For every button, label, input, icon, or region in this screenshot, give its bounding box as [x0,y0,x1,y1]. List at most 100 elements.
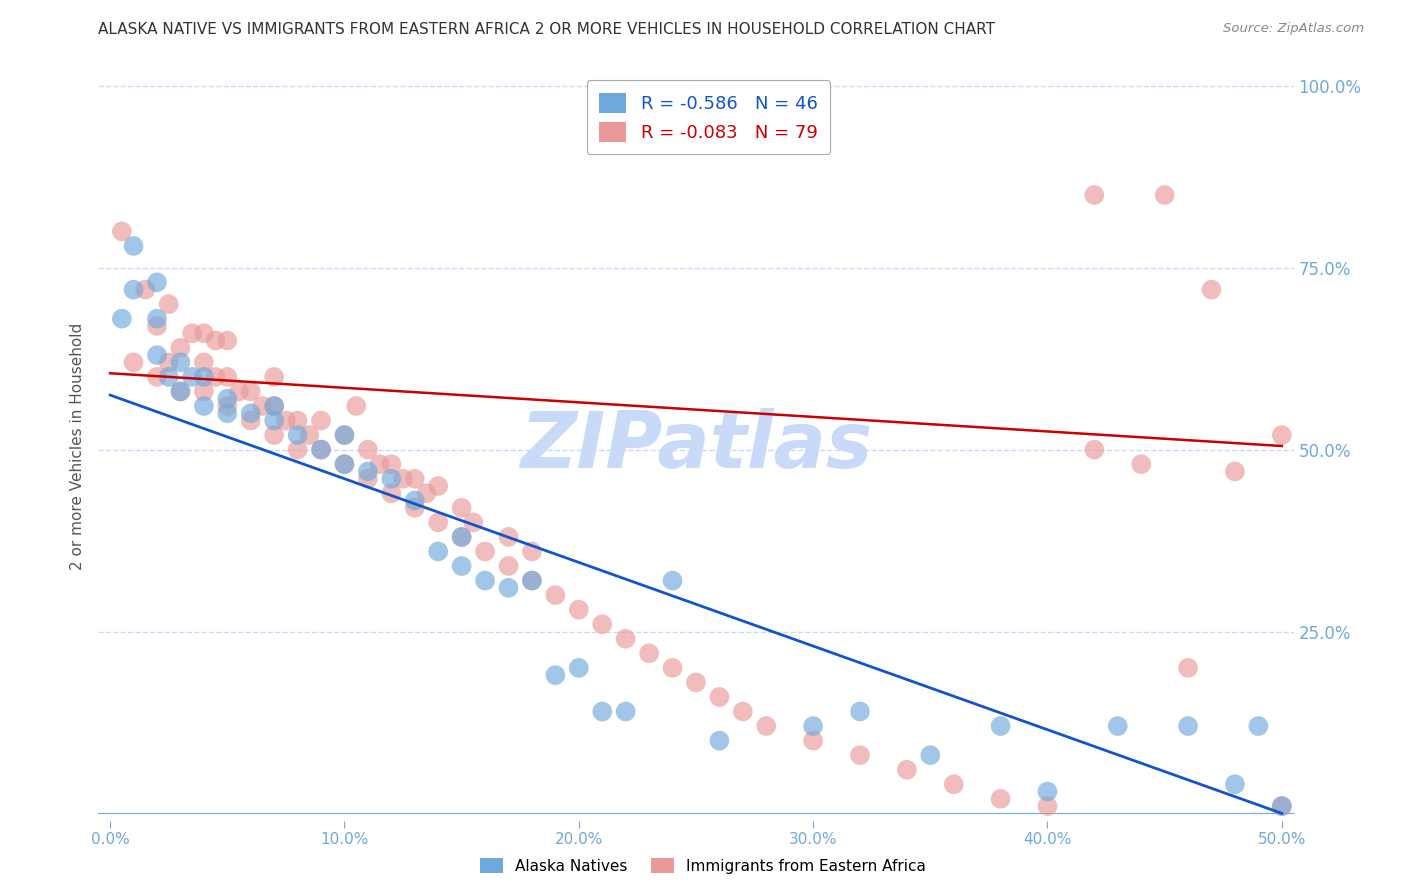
Point [1247,719,1270,733]
Point [591,617,613,632]
Point [463,516,485,530]
Point [263,370,285,384]
Point [287,428,309,442]
Point [427,479,450,493]
Point [392,472,415,486]
Point [239,413,262,427]
Point [357,465,380,479]
Point [193,399,215,413]
Point [520,544,543,558]
Point [228,384,250,399]
Point [274,413,297,427]
Point [755,719,778,733]
Point [157,355,180,369]
Point [474,544,496,558]
Point [169,384,191,399]
Legend: R = -0.586   N = 46, R = -0.083   N = 79: R = -0.586 N = 46, R = -0.083 N = 79 [586,80,831,154]
Point [1317,297,1340,311]
Point [474,574,496,588]
Point [146,370,169,384]
Point [204,334,226,348]
Point [990,792,1012,806]
Point [450,530,472,544]
Point [181,370,204,384]
Point [333,457,356,471]
Point [122,239,145,253]
Point [146,318,169,333]
Point [157,297,180,311]
Text: ZIPatlas: ZIPatlas [520,408,872,484]
Point [122,283,145,297]
Point [1107,719,1129,733]
Point [287,413,309,427]
Point [146,311,169,326]
Point [357,442,380,457]
Point [193,355,215,369]
Text: Source: ZipAtlas.com: Source: ZipAtlas.com [1223,22,1364,36]
Point [731,705,754,719]
Point [217,406,239,420]
Point [263,399,285,413]
Point [252,399,274,413]
Point [169,341,191,355]
Point [1271,428,1294,442]
Point [217,392,239,406]
Point [380,457,402,471]
Point [427,516,450,530]
Point [134,283,156,297]
Point [122,355,145,369]
Point [217,370,239,384]
Point [801,719,824,733]
Point [298,428,321,442]
Point [1036,799,1059,814]
Point [520,574,543,588]
Point [146,276,169,290]
Point [1177,719,1199,733]
Point [263,399,285,413]
Point [498,581,520,595]
Point [1153,188,1175,202]
Point [380,486,402,500]
Point [309,413,332,427]
Y-axis label: 2 or more Vehicles in Household: 2 or more Vehicles in Household [70,322,86,570]
Point [450,500,472,515]
Point [1271,799,1294,814]
Point [193,384,215,399]
Point [333,428,356,442]
Point [239,406,262,420]
Point [568,602,591,616]
Point [181,326,204,341]
Point [614,632,637,646]
Point [333,428,356,442]
Legend: Alaska Natives, Immigrants from Eastern Africa: Alaska Natives, Immigrants from Eastern … [474,852,932,880]
Point [801,733,824,747]
Point [217,334,239,348]
Point [638,646,661,660]
Point [614,705,637,719]
Point [709,690,731,704]
Point [849,705,872,719]
Point [333,457,356,471]
Point [427,544,450,558]
Point [344,399,367,413]
Point [193,370,215,384]
Point [1177,661,1199,675]
Point [544,668,567,682]
Point [1130,457,1153,471]
Point [661,574,683,588]
Point [404,493,426,508]
Point [157,370,180,384]
Point [169,384,191,399]
Point [287,442,309,457]
Point [263,413,285,427]
Point [661,661,683,675]
Point [849,748,872,763]
Point [309,442,332,457]
Point [204,370,226,384]
Point [568,661,591,675]
Point [111,224,134,238]
Point [169,355,191,369]
Point [1223,465,1246,479]
Point [450,530,472,544]
Point [896,763,918,777]
